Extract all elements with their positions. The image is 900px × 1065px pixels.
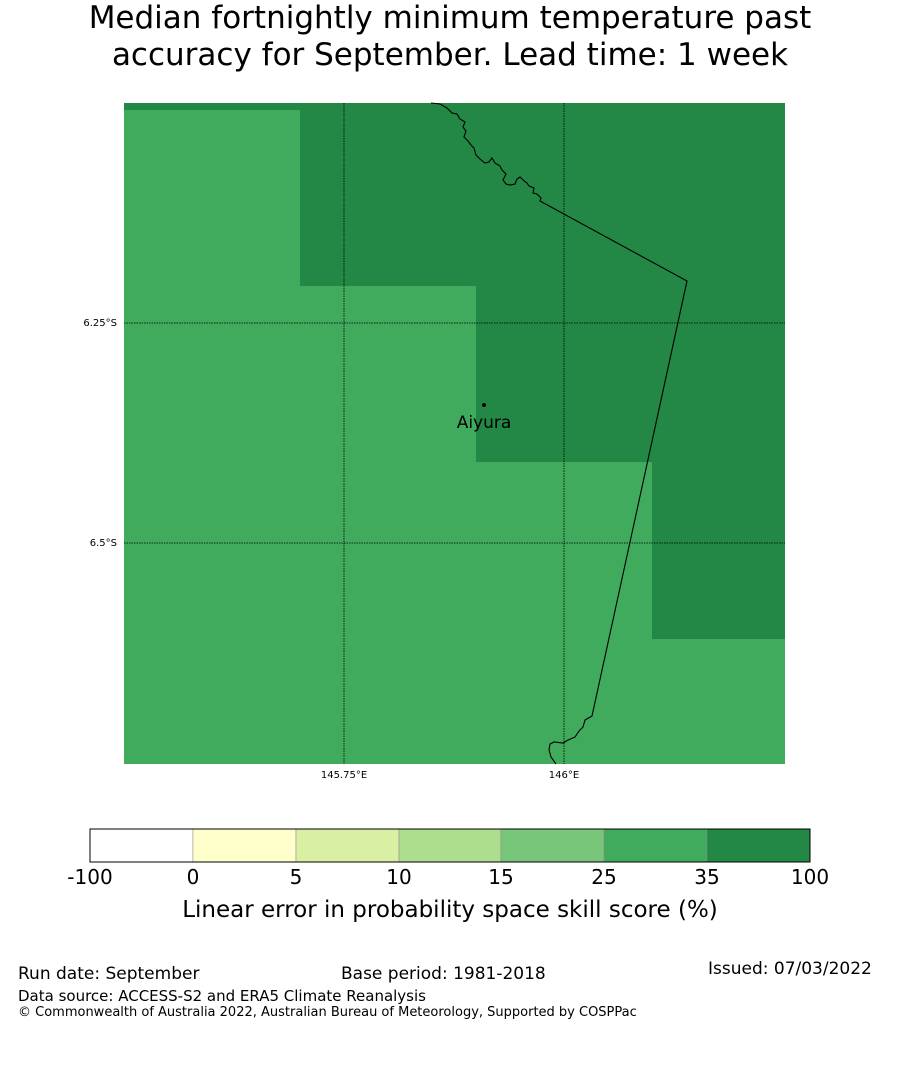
- run-date: Run date: September: [18, 964, 200, 984]
- colorbar-swatch-7: [706, 828, 811, 863]
- lon-label-1: 145.75°E: [321, 770, 367, 781]
- chart-title: Median fortnightly minimum temperature p…: [0, 0, 900, 74]
- colorbar-swatch-3: [295, 828, 400, 863]
- lon-label-2: 146°E: [549, 770, 579, 781]
- place-label: Aiyura: [457, 413, 512, 433]
- place-marker: [482, 403, 486, 407]
- copyright: © Commonwealth of Australia 2022, Austra…: [18, 1005, 637, 1020]
- issued-date: Issued: 07/03/2022: [708, 959, 872, 979]
- base-period: Base period: 1981-2018: [341, 964, 546, 984]
- coastline-boundary: [430, 102, 688, 765]
- title-line-1: Median fortnightly minimum temperature p…: [88, 0, 812, 36]
- colorbar-tick-2: 0: [187, 865, 200, 889]
- colorbar-label: Linear error in probability space skill …: [182, 897, 718, 923]
- colorbar: -100 0 5 10 15 25 35 100 Linear error in…: [67, 828, 829, 923]
- lat-label-1: 6.25°S: [83, 318, 117, 329]
- colorbar-outline: [89, 828, 811, 863]
- skill-grid-dark: [124, 103, 785, 639]
- colorbar-swatch-5: [500, 828, 605, 863]
- colorbar-tick-4: 10: [386, 865, 411, 889]
- colorbar-swatch-6: [603, 828, 708, 863]
- colorbar-tick-1: -100: [67, 865, 112, 889]
- data-source: Data source: ACCESS-S2 and ERA5 Climate …: [18, 987, 426, 1005]
- lat-label-2: 6.5°S: [90, 538, 117, 549]
- colorbar-tick-6: 25: [591, 865, 616, 889]
- title-line-2: accuracy for September. Lead time: 1 wee…: [111, 37, 789, 73]
- map-panel: Aiyura 6.25°S 6.5°S 145.75°E 146°E: [83, 102, 785, 781]
- colorbar-tick-5: 15: [488, 865, 513, 889]
- colorbar-tick-3: 5: [290, 865, 303, 889]
- colorbar-swatch-4: [398, 828, 502, 863]
- colorbar-swatch-1: [89, 828, 194, 863]
- colorbar-tick-7: 35: [694, 865, 719, 889]
- colorbar-tick-8: 100: [791, 865, 829, 889]
- colorbar-swatch-2: [192, 828, 297, 863]
